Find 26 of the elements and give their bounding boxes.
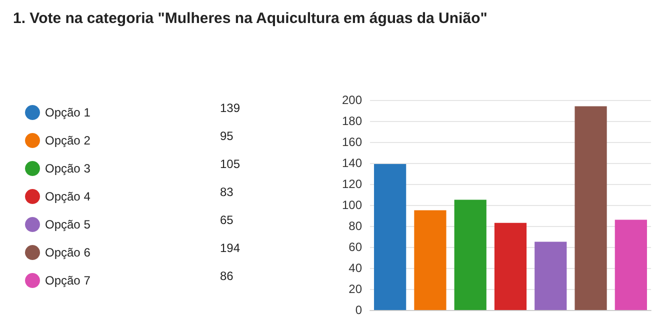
legend-label: Opção 2 [45, 134, 91, 148]
y-tick-label: 0 [355, 303, 362, 317]
text: 139 [220, 101, 240, 115]
chart-title: 1. Vote na categoria "Mulheres na Aquicultura em águas da União" [13, 10, 488, 27]
text: 83 [220, 185, 234, 199]
y-tick-label: 60 [348, 240, 362, 254]
y-tick-label: 180 [342, 114, 362, 128]
text: 194 [220, 241, 240, 255]
text: 65 [220, 213, 234, 227]
y-tick-label: 140 [342, 156, 362, 170]
text: 86 [220, 269, 234, 283]
legend-label: Opção 6 [45, 246, 91, 260]
text: 95 [220, 129, 234, 143]
legend-label: Opção 5 [45, 218, 91, 232]
y-tick-label: 20 [348, 282, 362, 296]
y-tick-label: 40 [348, 261, 362, 275]
text: 105 [220, 157, 240, 171]
y-tick-label: 120 [342, 177, 362, 191]
legend-label: Opção 7 [45, 274, 91, 288]
y-tick-label: 160 [342, 135, 362, 149]
y-tick-label: 200 [342, 93, 362, 107]
legend-label: Opção 1 [45, 106, 91, 120]
y-tick-label: 100 [342, 198, 362, 212]
y-tick-label: 80 [348, 219, 362, 233]
legend-label: Opção 3 [45, 162, 91, 176]
legend-label: Opção 4 [45, 190, 91, 204]
